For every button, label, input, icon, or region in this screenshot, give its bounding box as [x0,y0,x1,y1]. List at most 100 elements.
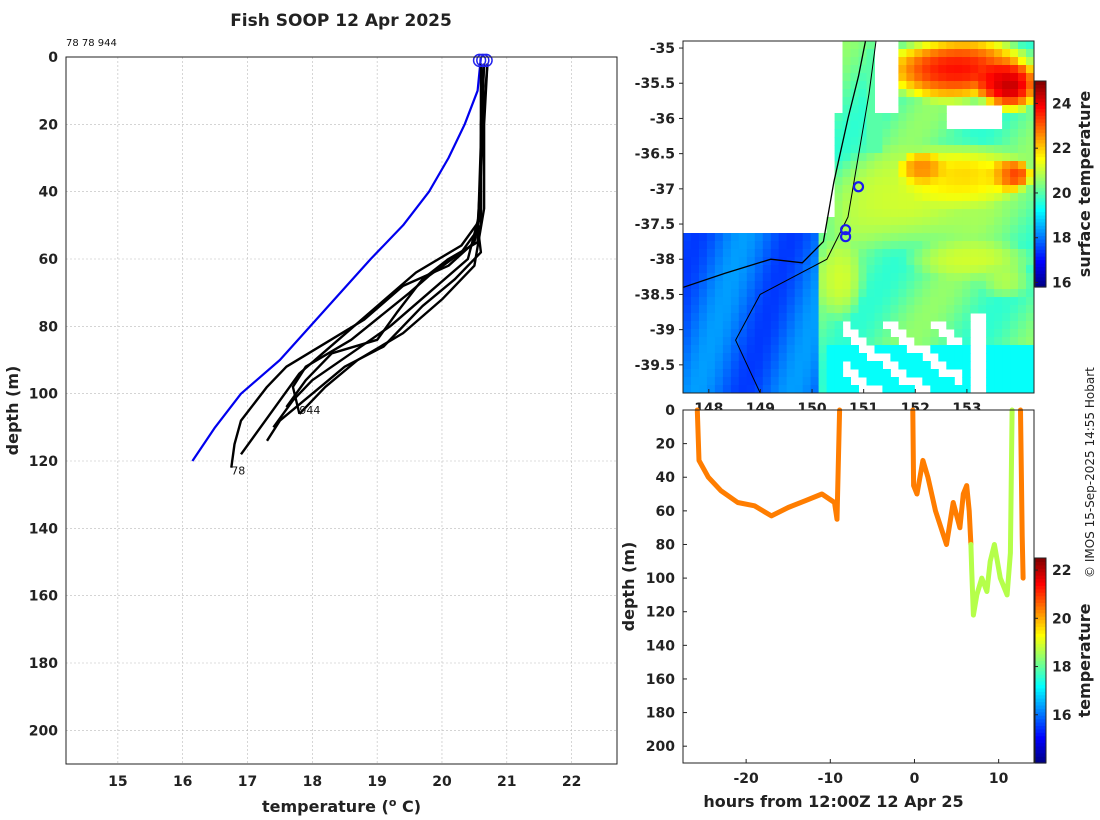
sst-cell [906,369,915,378]
sst-cell [730,233,740,242]
sst-cell [842,385,851,393]
sst-cell [906,137,915,146]
sst-cell [994,297,1003,306]
sst-cell [946,281,955,290]
sst-cell [842,273,851,282]
sst-colorbar-band [1035,146,1046,151]
sst-cell [730,385,740,393]
sst-cell [970,89,979,98]
sst-cell [866,41,875,50]
sst-cell [1010,353,1019,362]
sst-cell [826,249,836,258]
sst-cell [938,89,947,98]
sst-cell [954,41,963,50]
sst-cell [954,65,963,74]
sst-cell [1002,81,1011,90]
sst-cell [898,129,907,138]
sst-cell [746,337,756,346]
sst-cell [738,297,748,306]
sst-cell [914,305,923,314]
sst-cell [1010,273,1019,282]
sst-cell [1026,57,1034,66]
sst-cell [794,321,804,330]
sst-cell [946,129,955,138]
sst-cell [866,57,875,66]
vessel-position-marker [839,231,852,243]
sst-cell [922,305,931,314]
sst-cell [1010,137,1019,146]
sst-cell [858,241,867,250]
sst-colorbar-band [1035,180,1046,185]
timeseries-y-tick-label: 180 [646,706,675,722]
sst-cell [699,305,708,314]
sst-cell [986,233,995,242]
sst-cell [994,273,1003,282]
sst-cell [874,169,883,178]
sst-cell [794,241,804,250]
sst-cell [1026,297,1034,306]
sst-cell [1018,313,1027,322]
sst-cell [1002,369,1011,378]
sst-cell [714,337,724,346]
sst-cell [938,49,947,58]
sst-cell [691,353,700,362]
sst-cell [1010,97,1019,106]
sst-cell [986,193,995,202]
temperature-colorbar-band [1035,592,1046,597]
sst-cell [898,97,907,106]
sst-cell [954,273,963,282]
sst-cell [898,81,907,90]
sst-cell [978,201,987,210]
sst-cell [834,185,844,194]
sst-cell [770,353,780,362]
sst-cell [962,377,971,386]
sst-cell [978,185,987,194]
sst-cell [1026,257,1034,266]
sst-cell [962,353,971,362]
sst-cell [994,329,1003,338]
sst-cell [746,305,756,314]
sst-cell [978,169,987,178]
sst-cell [1002,377,1011,386]
sst-cell [858,225,867,234]
sst-cell [906,305,915,314]
sst-cell [962,329,971,338]
sst-cell [722,313,732,322]
sst-cell [826,297,836,306]
sst-colorbar-band [1035,177,1046,182]
sst-cell [938,313,947,322]
sst-cell [994,145,1003,154]
sst-cell [906,313,915,322]
sst-cell [922,313,931,322]
sst-cell [714,289,724,298]
sst-cell [922,337,931,346]
sst-cell [691,233,700,242]
sst-cell [938,209,947,218]
sst-cell [882,177,891,186]
sst-cell [762,361,772,370]
sst-cell [994,161,1003,170]
sst-cell [794,297,804,306]
sst-cell [762,297,772,306]
profile-y-tick-label: 80 [39,319,59,335]
sst-cell [970,265,979,274]
timeseries-track-seg1 [694,407,843,522]
sst-cell [906,81,915,90]
sst-colorbar-band [1035,235,1046,240]
sst-colorbar-band [1035,197,1046,202]
sst-cell [1018,73,1027,82]
sst-cell [699,321,708,330]
sst-cell [890,297,899,306]
sst-cell [850,321,859,330]
sst-cell [938,193,947,202]
sst-cell [930,129,939,138]
sst-cell [962,161,971,170]
sst-cell [1010,113,1019,122]
sst-cell [834,329,844,338]
sst-cell [810,321,820,330]
sst-cell [914,81,923,90]
sst-cell [1026,369,1034,378]
sst-cell [890,265,899,274]
sst-cell [866,129,875,138]
sst-cell [834,353,844,362]
